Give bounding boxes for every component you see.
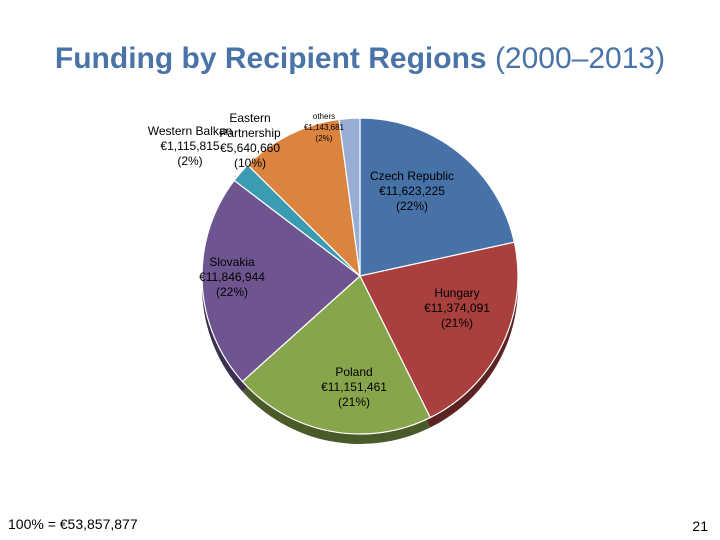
pie-labels: Czech Republic €11,623,225 (22%) Hungary €11… — [148, 111, 490, 409]
page-number: 21 — [692, 518, 708, 534]
data-label-western-balkan: Western Balkan €1,115,815 (2%) — [148, 124, 233, 168]
title-years: (2000–2013) — [494, 42, 666, 75]
pie-slice-poland — [241, 275, 432, 435]
data-label-poland: Poland €11,151,461 (21%) — [321, 365, 387, 409]
pie-slices — [201, 117, 519, 435]
slide-title: Funding by Recipient Regions (2000–2013) — [0, 42, 720, 76]
data-label-eastern-partnership: Eastern Partnership €5,640,660 (10%) — [219, 111, 281, 170]
total-label: 100% = €53,857,877 — [8, 516, 138, 532]
data-label-slovakia: Slovakia €11,846,944 (22%) — [199, 255, 265, 299]
pie-slice-czech-republic — [359, 117, 516, 277]
pie-slice-others — [338, 117, 361, 277]
data-label-others: others €1,143,681 (2%) — [304, 112, 345, 143]
title-main: Funding by Recipient Regions — [54, 42, 487, 75]
pie-slice-hungary — [359, 241, 519, 419]
pie-slice-eastern-partnership — [246, 118, 361, 278]
data-label-hungary: Hungary €11,374,091 (21%) — [424, 286, 490, 330]
pie-slice-slovakia — [201, 179, 361, 383]
data-label-czech-republic: Czech Republic €11,623,225 (22%) — [370, 169, 454, 213]
